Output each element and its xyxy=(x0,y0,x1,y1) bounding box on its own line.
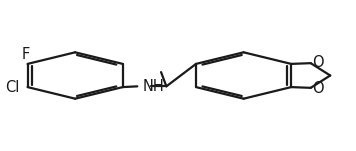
Text: F: F xyxy=(22,47,30,62)
Text: O: O xyxy=(313,55,324,70)
Text: O: O xyxy=(313,81,324,96)
Text: NH: NH xyxy=(142,79,164,94)
Text: Cl: Cl xyxy=(5,80,20,95)
